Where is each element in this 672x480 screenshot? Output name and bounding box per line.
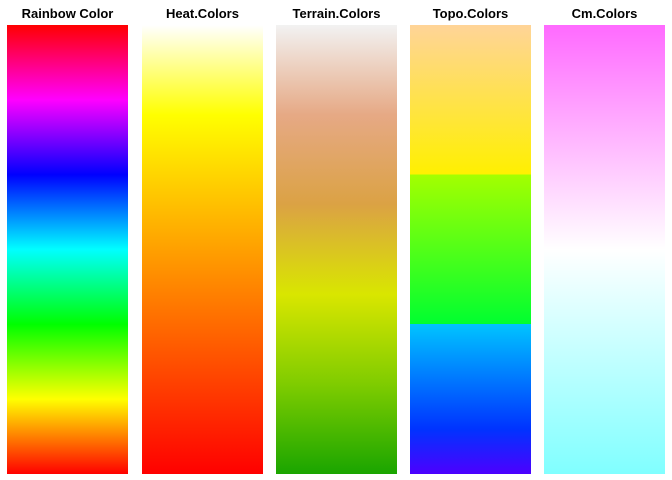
panel-cm-colors: Cm.Colors: [544, 0, 665, 480]
panel-terrain-colors: Terrain.Colors: [276, 0, 397, 480]
color-strip: [544, 25, 665, 474]
panel-title: Rainbow Color: [21, 6, 114, 21]
color-strip: [7, 25, 128, 474]
color-strip: [410, 25, 531, 474]
panel-topo-colors: Topo.Colors: [410, 0, 531, 480]
panel-heat-colors: Heat.Colors: [142, 0, 263, 480]
panel-title: Terrain.Colors: [292, 6, 381, 21]
panel-rainbow-color: Rainbow Color: [7, 0, 128, 480]
panel-title: Cm.Colors: [571, 6, 638, 21]
color-strip: [276, 25, 397, 474]
color-strip: [142, 25, 263, 474]
panel-title: Topo.Colors: [432, 6, 509, 21]
panel-title: Heat.Colors: [166, 6, 239, 21]
